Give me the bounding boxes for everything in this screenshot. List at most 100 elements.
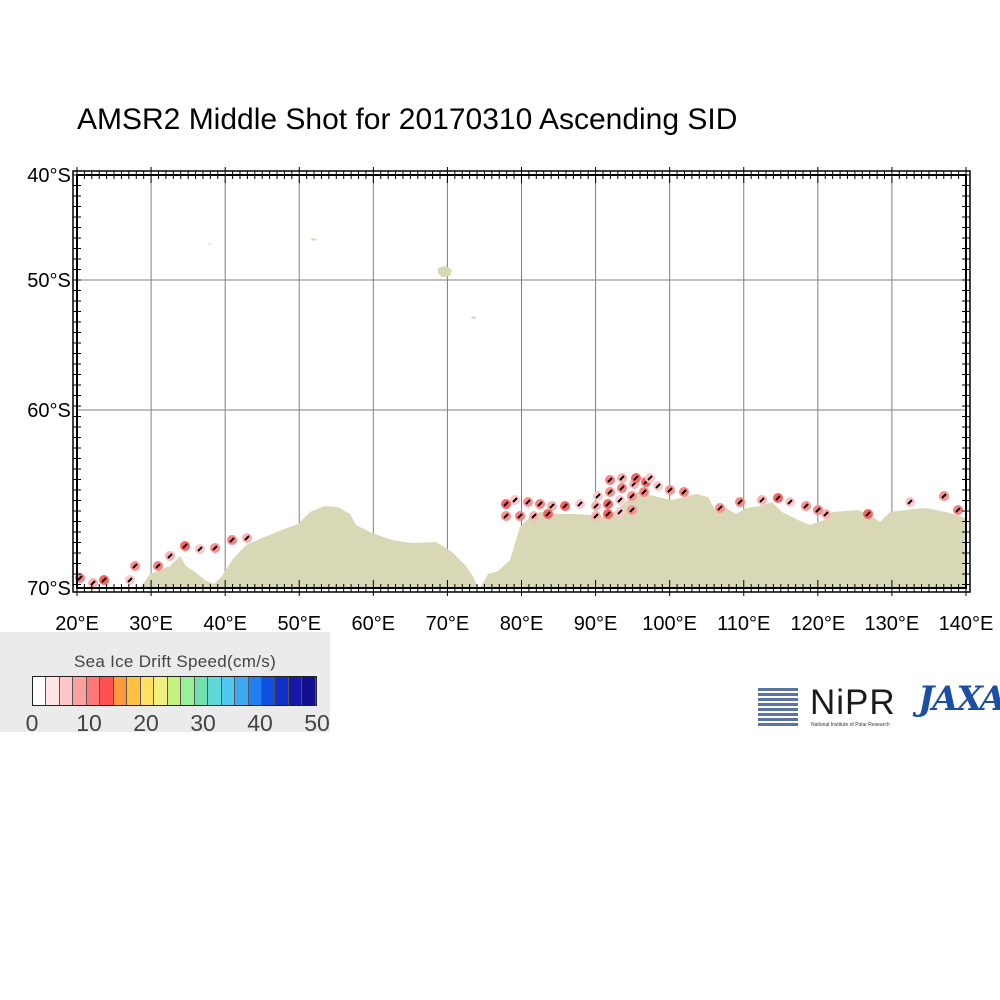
drift-arrow [619,485,625,491]
legend-swatch [288,677,303,705]
legend-tick: 40 [247,710,273,736]
drift-arrow [132,563,138,569]
drift-arrow [77,575,83,581]
lat-label: 70°S [27,578,71,600]
drift-arrow [681,489,687,495]
drift-arrow [633,475,639,481]
drift-arrow [167,553,173,559]
latitude-labels: 40°S 50°S 60°S 70°S [27,165,71,600]
legend-swatch [181,677,195,705]
drift-arrow [815,507,821,513]
legend-swatch [33,677,47,705]
drift-arrow [593,513,599,519]
drift-arrow [517,513,523,519]
kerguelen-island [438,266,452,277]
drift-arrow [545,511,551,517]
lon-label: 60°E [352,613,396,635]
drift-arrow [607,477,613,483]
legend-swatch [127,677,141,705]
drift-arrow [605,511,611,517]
nipr-subtitle: National Institute of Polar Research [811,722,890,728]
antarctica-land-west [140,506,478,588]
legend-swatch [208,677,222,705]
drift-arrow [212,545,218,551]
legend-swatch [221,677,236,705]
drift-arrow [607,489,613,495]
lon-label: 140°E [939,613,994,635]
legend-swatch [86,677,101,705]
longitude-labels: 20°E 30°E 40°E 50°E 60°E 70°E 80°E 90°E 100°E 110… [55,613,993,635]
legend-swatch [154,677,168,705]
lat-label: 60°S [27,400,71,422]
legend-tick: 30 [190,710,216,736]
drift-arrow [907,499,913,505]
antarctic-coast-land [140,238,966,588]
drift-arrow [101,577,107,583]
antarctica-land-east [480,492,966,588]
legend-tick: 50 [304,710,330,736]
drift-arrow [941,493,947,499]
logo-area: NiPR National Institute of Polar Researc… [758,679,1000,733]
legend-swatch [248,677,262,705]
legend-colorbar [32,676,317,706]
lon-label: 130°E [865,613,920,635]
drift-arrow [537,501,543,507]
crozet-island [311,238,317,241]
drift-arrow [775,495,781,501]
legend-title: Sea Ice Drift Speed(cm/s) [73,652,277,671]
drift-arrow [503,501,509,507]
drift-arrow [619,475,625,481]
drift-arrow [737,499,743,505]
drift-arrow [562,503,568,509]
drift-arrow [182,543,188,549]
legend-tick: 0 [25,710,39,736]
drift-arrow [787,499,793,505]
drift-arrow [531,513,537,519]
drift-arrow [629,493,635,499]
drift-arrow [759,497,765,503]
drift-vectors [75,473,963,588]
legend-swatch [100,677,114,705]
lon-label: 80°E [500,613,544,635]
drift-arrow [955,507,961,513]
legend-swatch [140,677,155,705]
drift-arrow [803,503,809,509]
lon-label: 90°E [574,613,618,635]
drift-arrow [823,511,829,517]
drift-arrow [865,511,871,517]
lon-label: 40°E [203,613,247,635]
legend-swatch [59,677,74,705]
drift-arrow [595,493,601,499]
axis-ticks [73,167,970,596]
marion-island [208,243,211,245]
drift-arrow [641,489,647,495]
speed-legend: Sea Ice Drift Speed(cm/s) 0 10 20 30 40 50 [0,632,330,736]
drift-arrow [127,577,133,583]
drift-arrow [244,535,250,541]
drift-arrow [717,505,723,511]
legend-swatch [261,677,276,705]
heard-island [471,316,476,319]
drift-arrow [605,501,611,507]
drift-arrow [155,563,161,569]
map-title: AMSR2 Middle Shot for 20170310 Ascending… [77,103,738,136]
drift-arrow [197,546,203,552]
nipr-logo: NiPR [810,683,896,722]
legend-tick: 10 [76,710,102,736]
lat-label: 50°S [27,270,71,292]
drift-arrow [525,499,531,505]
drift-arrow [629,507,635,513]
legend-tick: 20 [133,710,159,736]
legend-swatch [302,677,316,705]
drift-arrow [512,497,518,503]
legend-swatch [194,677,209,705]
drift-arrow [647,475,653,481]
lon-label: 20°E [55,613,99,635]
jaxa-logo: JAXA [918,679,1000,719]
drift-arrow [577,501,583,507]
lon-label: 120°E [790,613,845,635]
drift-arrow [549,503,555,509]
legend-swatch [167,677,182,705]
drift-arrow [593,503,599,509]
